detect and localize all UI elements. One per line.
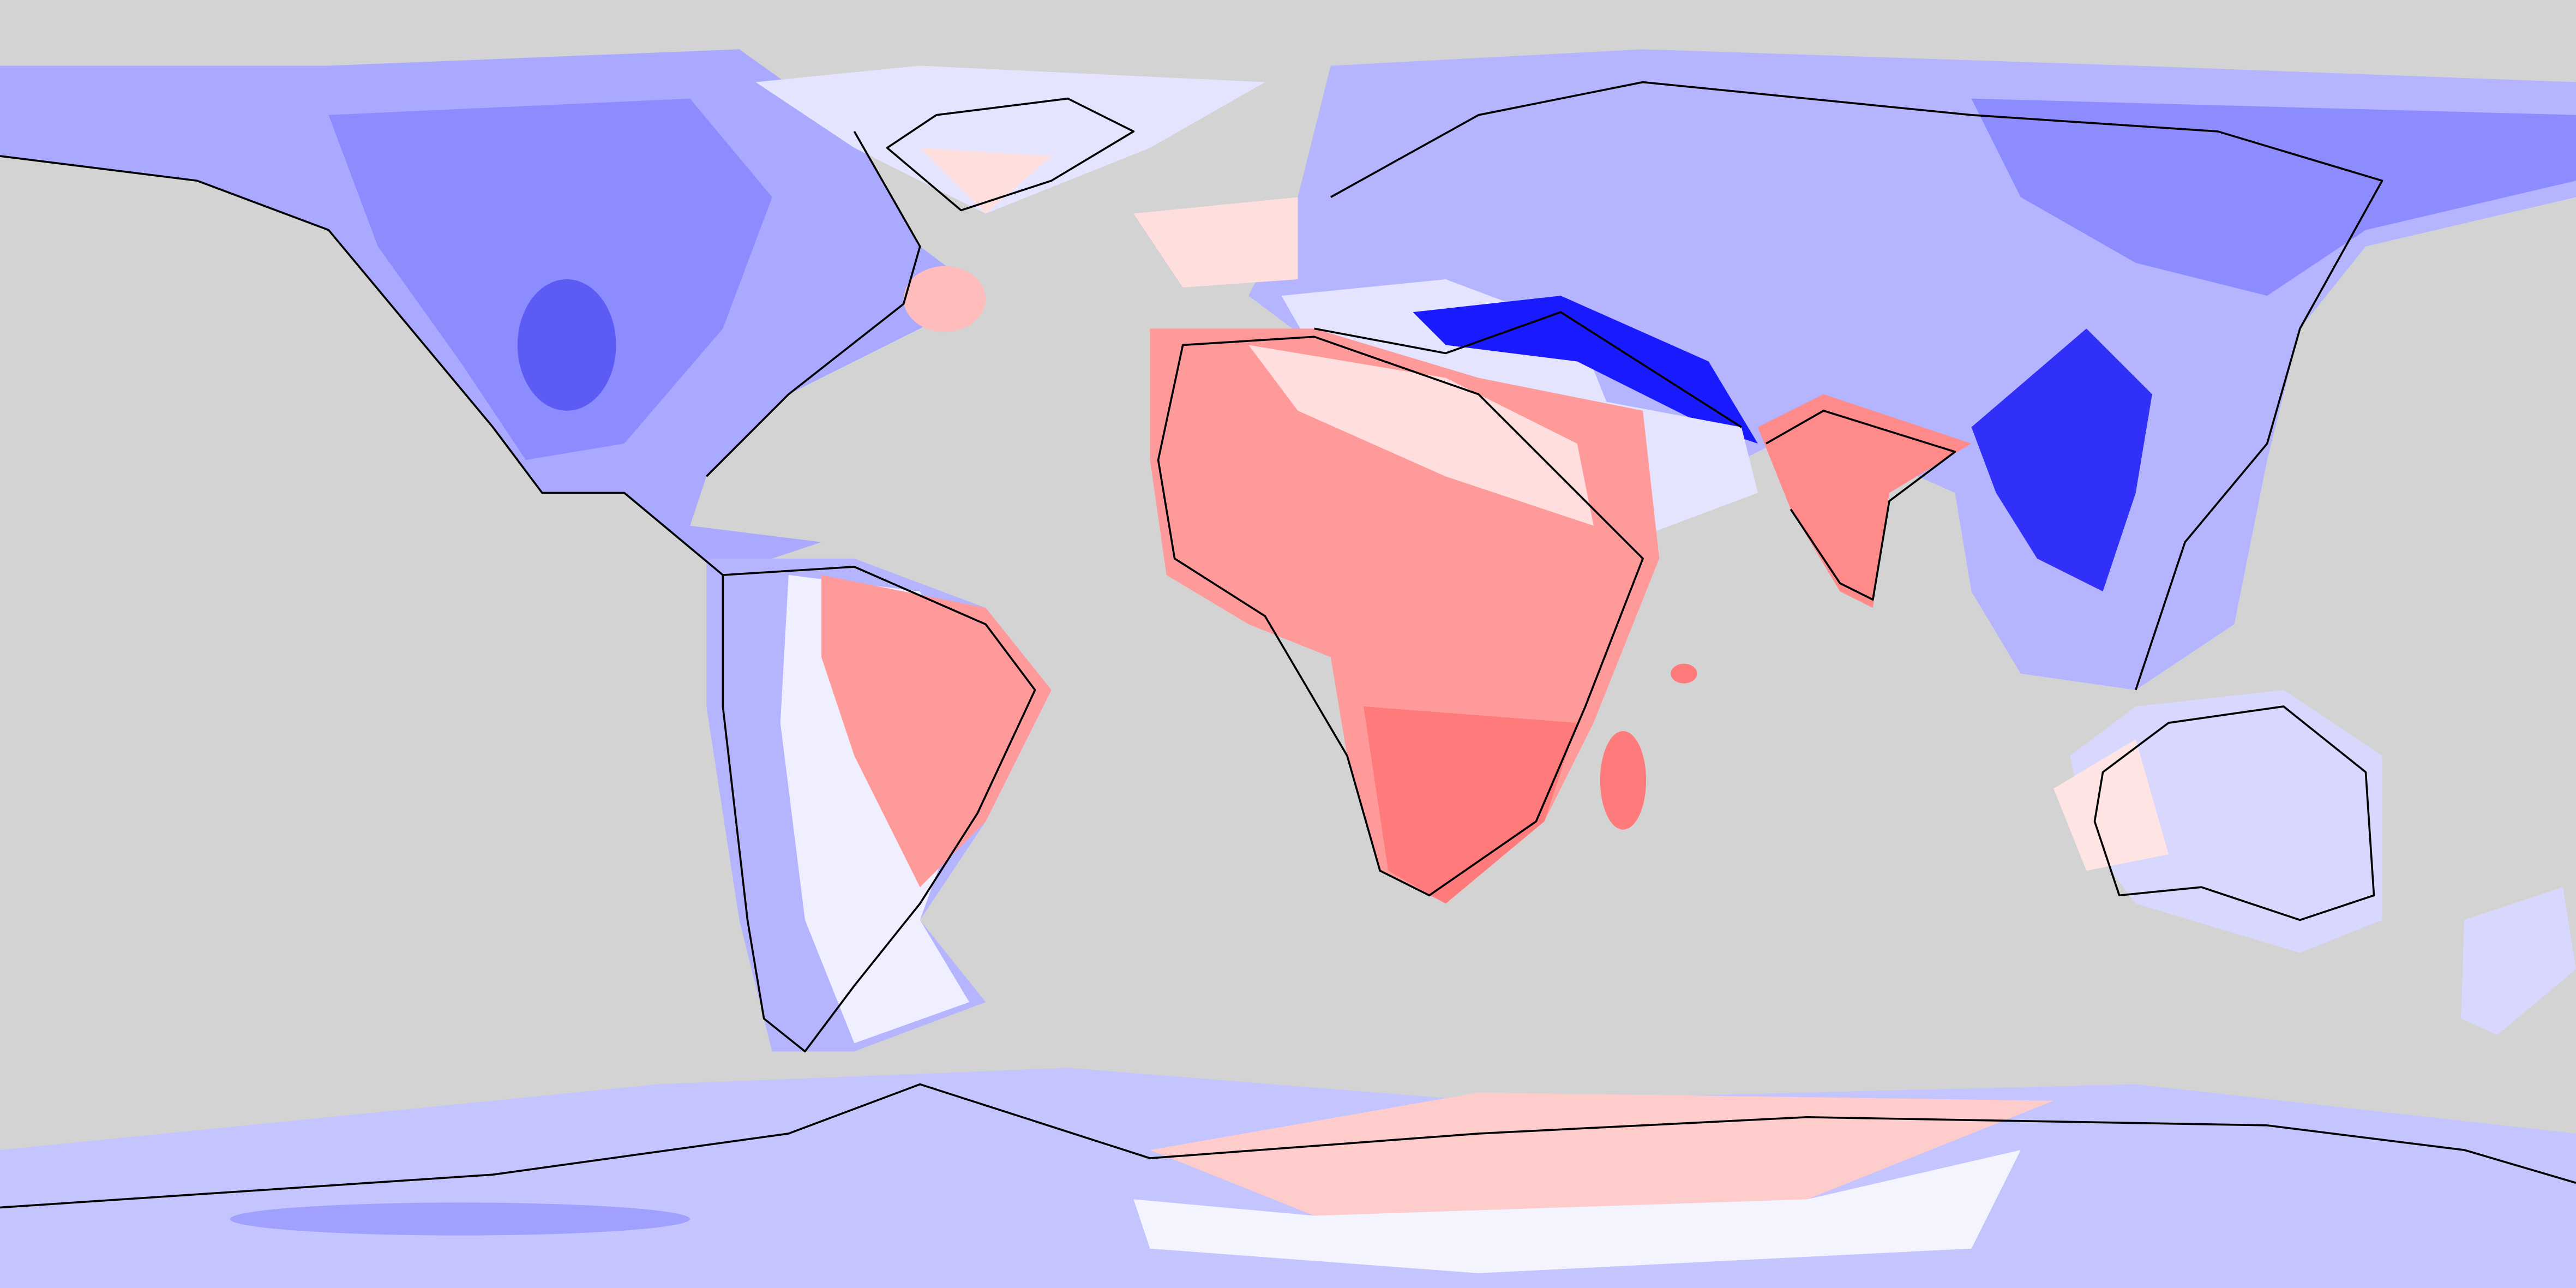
antarctica-pale (1133, 1150, 2021, 1273)
coastline (0, 131, 921, 576)
greenland-warm (920, 148, 1052, 214)
coastline (2093, 705, 2375, 921)
new-zealand (2461, 887, 2576, 1035)
rockies-dark (517, 279, 616, 411)
coastline (1766, 410, 1956, 601)
coastline (1157, 336, 1644, 897)
southern-africa (1364, 706, 1577, 904)
western-europe-warm (1133, 197, 1298, 288)
australia-warm (2053, 739, 2169, 871)
greenland (755, 65, 1265, 214)
south-america-warm (821, 575, 1052, 888)
antarctica-warm (1150, 1092, 2054, 1216)
himalaya-dark (1413, 296, 1758, 444)
madagascar (1600, 731, 1647, 830)
coastline (1314, 81, 2383, 691)
coastline (0, 1083, 2576, 1209)
coastline (886, 97, 1135, 212)
atlantic-warm (903, 266, 986, 332)
siberia (1971, 98, 2576, 296)
australia (2070, 690, 2382, 953)
mauritius (1671, 663, 1697, 684)
antarctica-dark (230, 1202, 690, 1236)
north-america-inner (328, 98, 772, 460)
china-dark (1971, 328, 2152, 592)
sahara-light (1248, 345, 1594, 526)
india (1757, 394, 1972, 608)
coastline (722, 566, 1036, 1053)
